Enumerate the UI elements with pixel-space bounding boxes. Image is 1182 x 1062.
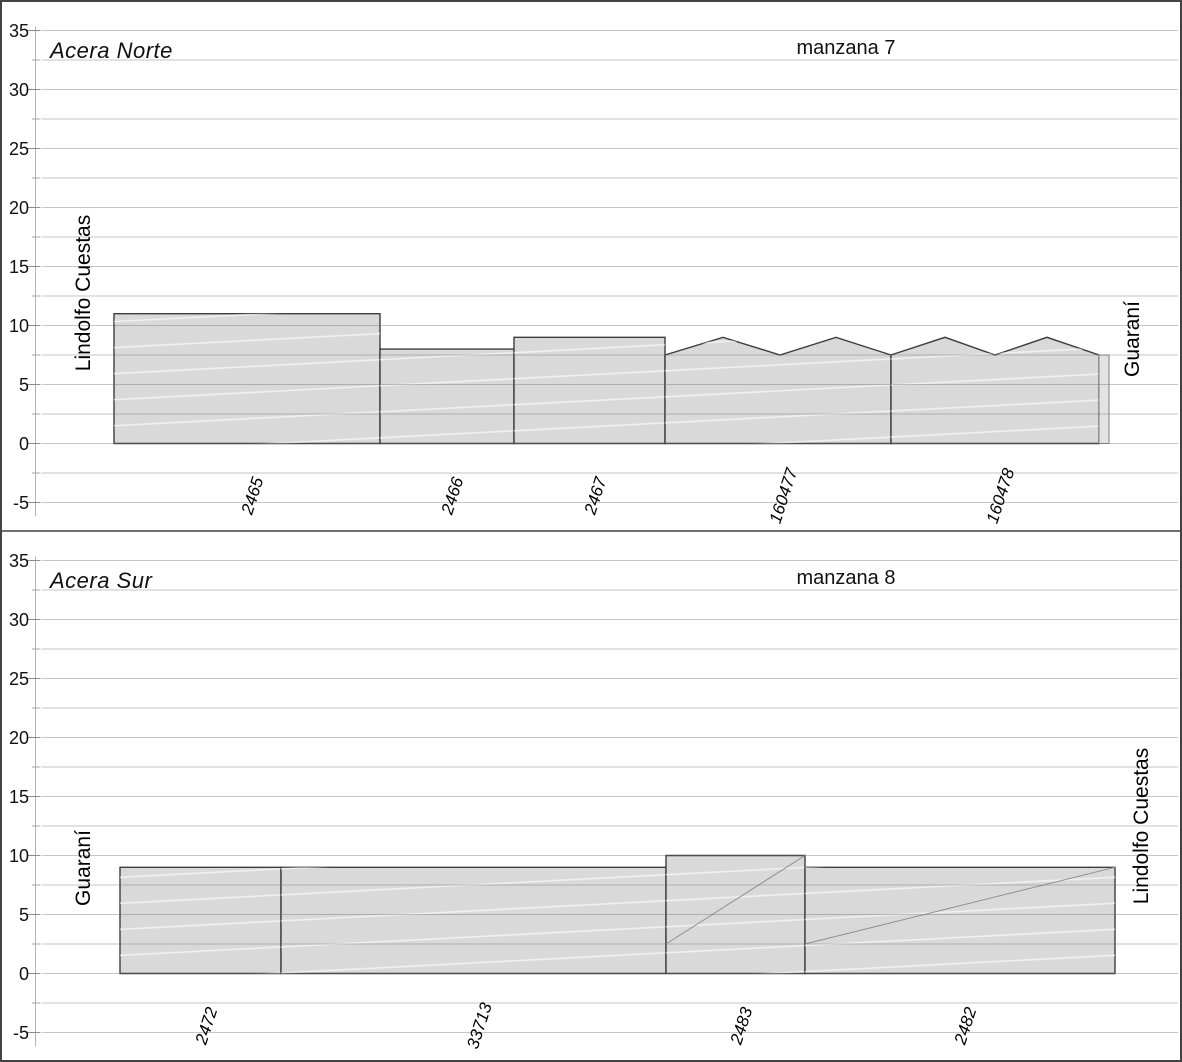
chart-canvas-north: [27, 26, 1178, 517]
y-axis-label: -5: [12, 1022, 29, 1043]
y-axis-label: 20: [8, 727, 29, 748]
y-axis-label: 30: [8, 79, 29, 100]
street-label-left: Lindolfo Cuestas: [72, 214, 95, 372]
building-texture: [666, 855, 805, 974]
y-axis-label: 20: [8, 197, 29, 218]
chart-title: Acera Sur: [50, 568, 153, 593]
block-annotation: manzana 8: [796, 567, 896, 589]
y-axis-label: 0: [18, 433, 29, 454]
building-texture: [805, 867, 1115, 974]
chart-panel-acera-norte: Acera Norte manzana 7 Lindolfo Cuestas G…: [2, 2, 1180, 530]
y-axis-label: 5: [18, 374, 29, 395]
y-axis-label: 35: [8, 20, 29, 41]
block-annotation: manzana 7: [796, 37, 896, 59]
y-axis-label: 10: [8, 845, 29, 866]
street-label-right: Guaraní: [1121, 301, 1144, 377]
gridlines-group: [42, 560, 1178, 1033]
building-shape-unlabeled: [1098, 354, 1110, 445]
chart-panel-acera-sur: Acera Sur manzana 8 Guaraní Lindolfo Cue…: [2, 532, 1180, 1060]
y-axis-group: [27, 556, 41, 1047]
y-axis-label: 5: [18, 904, 29, 925]
y-axis-label: 10: [8, 315, 29, 336]
y-axis-label: 35: [8, 550, 29, 571]
y-axis-group: [27, 26, 41, 517]
building-texture: [120, 867, 281, 974]
facade-diagonal-line: [665, 855, 806, 945]
y-axis-label: 15: [8, 256, 29, 277]
chart-canvas-south: [27, 556, 1178, 1047]
building-texture: [380, 349, 514, 444]
street-label-left: Guaraní: [72, 830, 95, 906]
facade-diagonal-line: [804, 866, 1116, 945]
building-texture: [281, 867, 666, 974]
y-axis-label: 30: [8, 609, 29, 630]
building-texture: [514, 337, 665, 444]
y-axis-label: 0: [18, 963, 29, 984]
y-axis-label: -5: [12, 492, 29, 513]
y-axis-label: 25: [8, 668, 29, 689]
buildings-group: [119, 854, 1116, 975]
buildings-group: [113, 313, 1110, 445]
y-axis-label: 25: [8, 138, 29, 159]
y-axis-label: 15: [8, 786, 29, 807]
chart-title: Acera Norte: [50, 38, 173, 63]
building-texture: [891, 337, 1099, 444]
building-texture: [114, 313, 380, 444]
gridlines-group: [42, 30, 1178, 503]
panel-divider: [2, 530, 1180, 532]
building-texture: [665, 337, 891, 444]
street-label-right: Lindolfo Cuestas: [1130, 747, 1153, 905]
